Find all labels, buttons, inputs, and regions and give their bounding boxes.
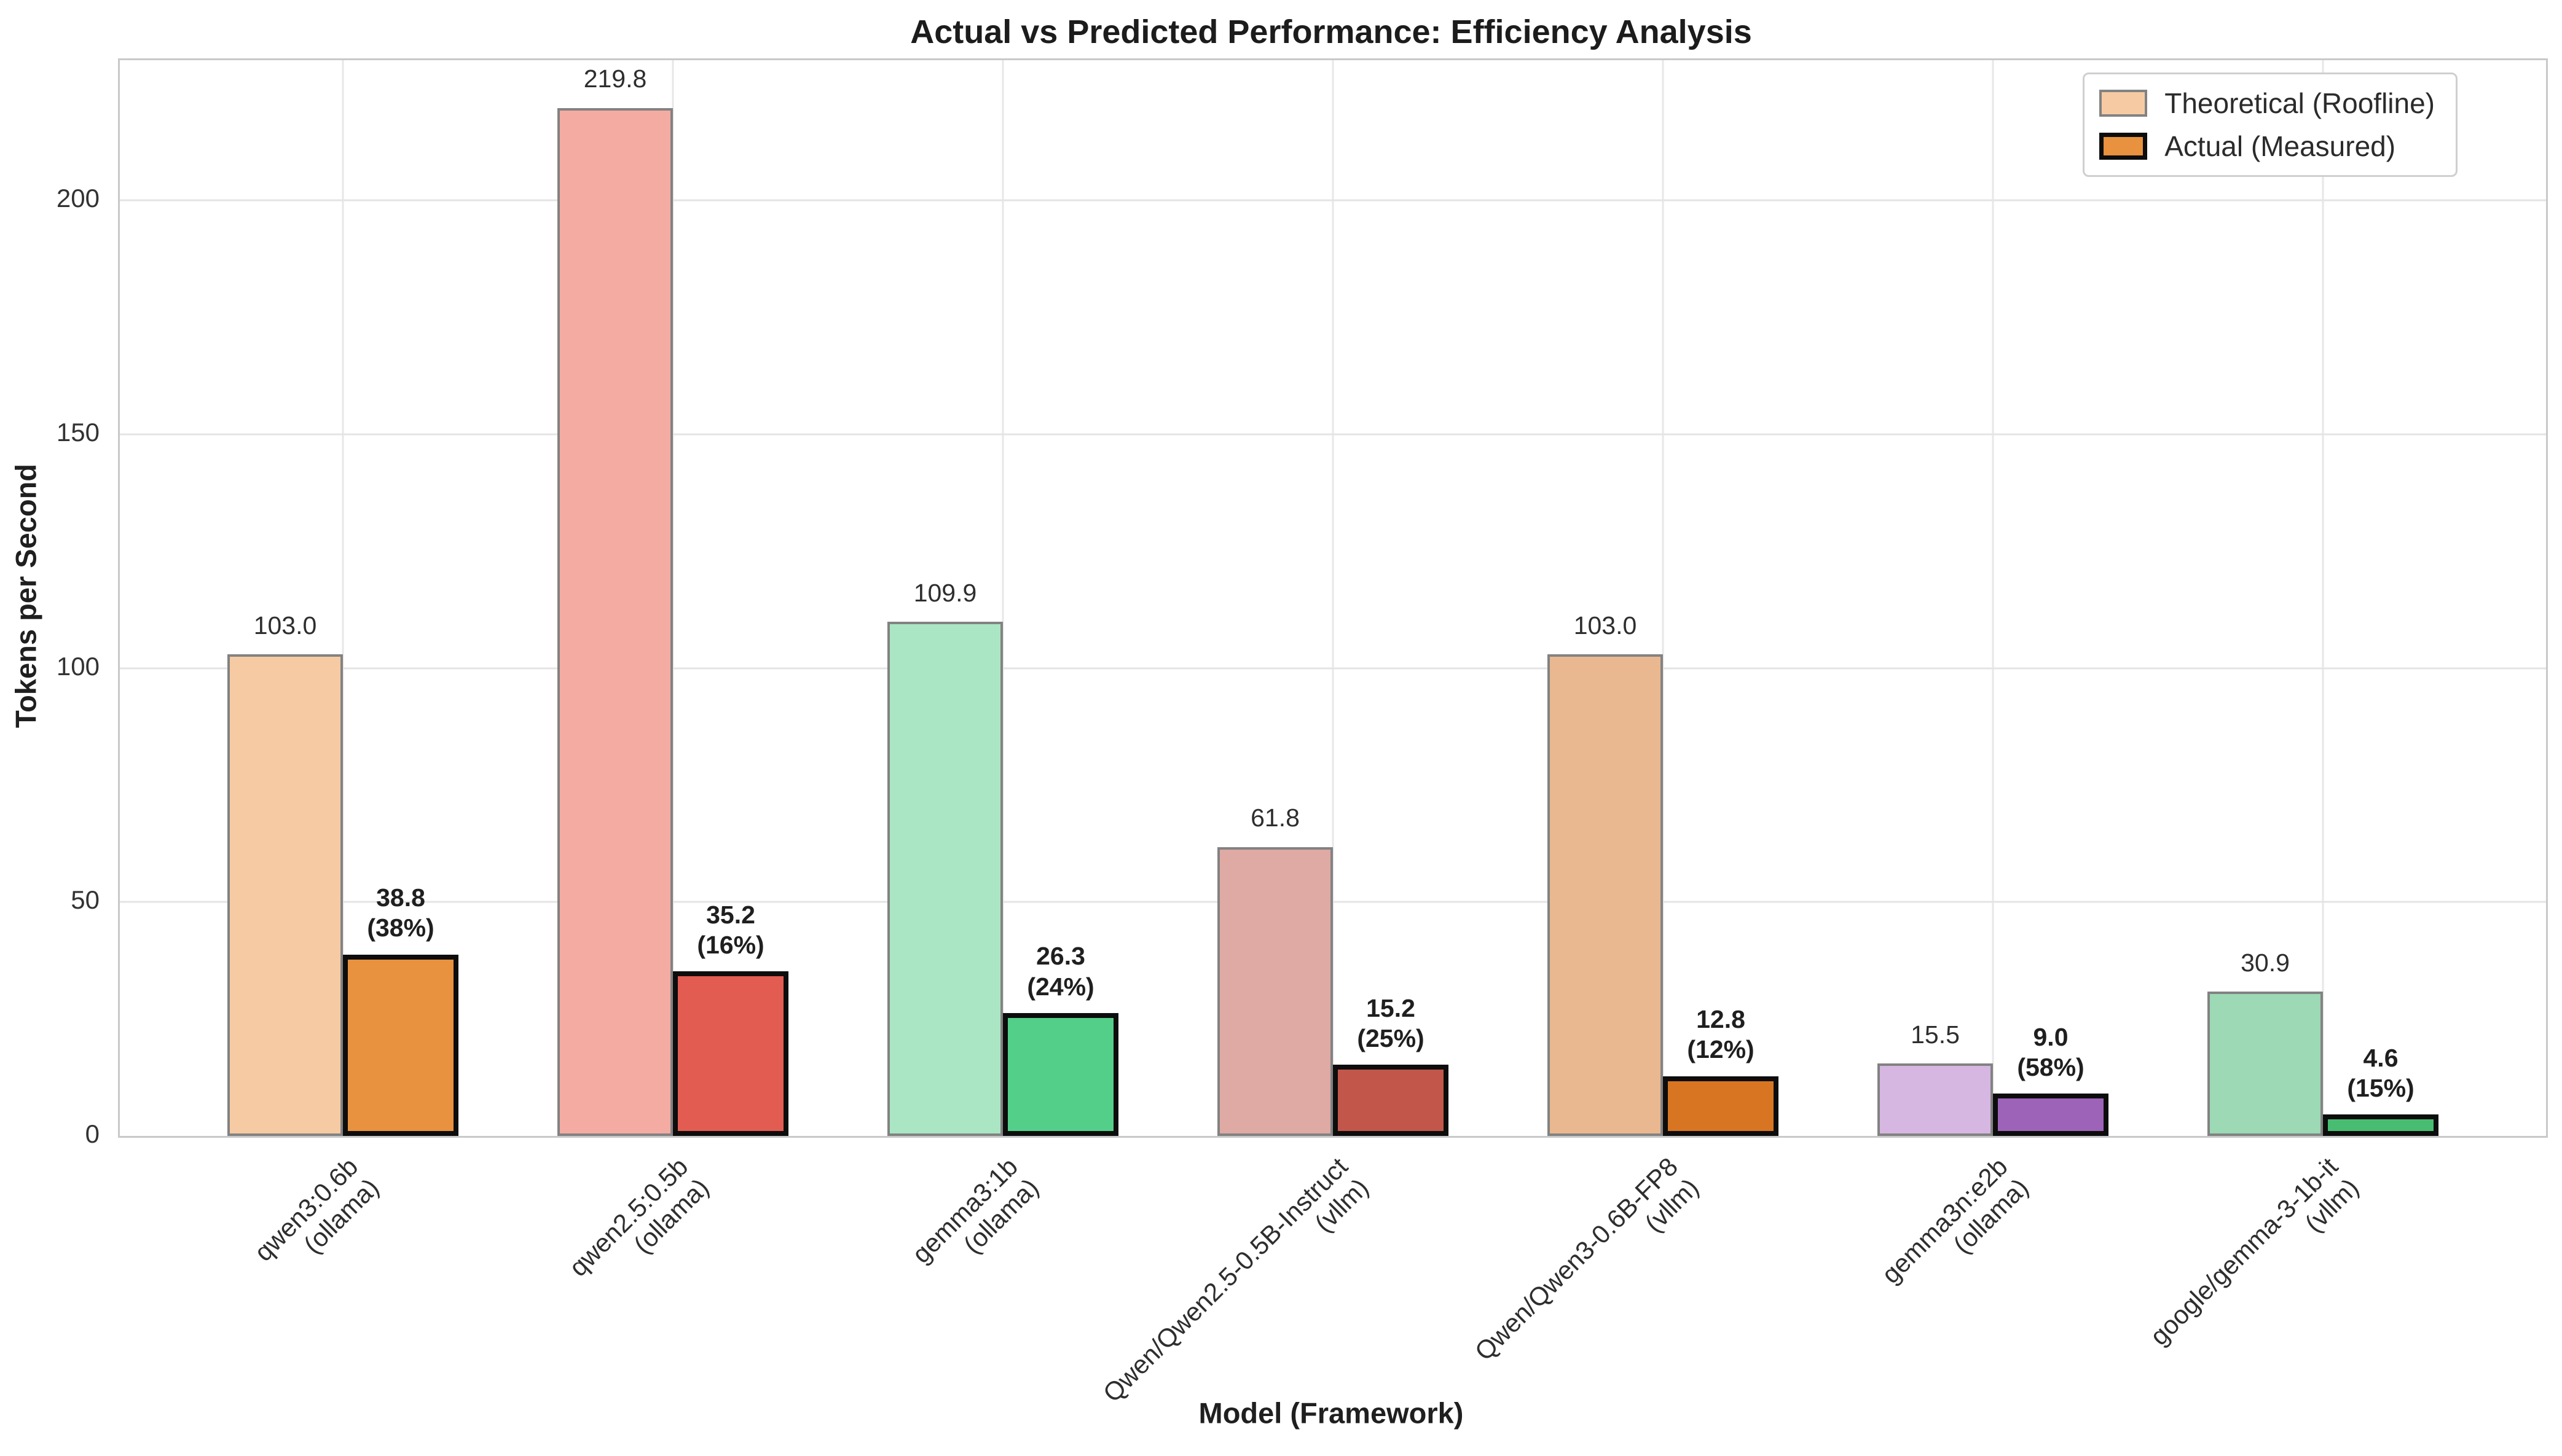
x-tick-label-1: qwen2.5:0.5b (ollama) [563,1152,715,1282]
gridline-y-150 [120,433,2546,436]
bar-theoretical-0 [227,654,343,1136]
y-tick-50: 50 [71,885,100,915]
gridline-x-4 [1662,60,1664,1136]
bar-actual-2 [1003,1012,1118,1136]
y-tick-200: 200 [56,184,100,213]
x-tick-label-0: qwen3:0.6b (ollama) [248,1152,385,1267]
gridline-x-6 [2322,60,2324,1136]
legend-row-actual: Actual (Measured) [2099,130,2435,163]
label-theoretical-6: 30.9 [2241,948,2290,977]
y-axis-ticks: 0 50 100 150 200 [0,58,100,1148]
label-actual-3: 15.2 (25%) [1357,993,1424,1053]
bar-actual-3 [1333,1065,1448,1136]
y-axis-label: Tokens per Second [9,463,42,729]
gridline-x-5 [1992,60,1994,1136]
y-tick-150: 150 [56,418,100,447]
bar-actual-0 [343,954,458,1136]
bar-theoretical-6 [2207,991,2323,1136]
x-tick-label-5: gemma3n:e2b (ollama) [1876,1152,2035,1290]
bar-actual-5 [1993,1094,2108,1136]
label-actual-0: 38.8 (38%) [367,883,434,942]
label-theoretical-5: 15.5 [1911,1020,1960,1049]
bar-actual-4 [1663,1076,1778,1136]
plot-area: Theoretical (Roofline) Actual (Measured)… [118,58,2548,1407]
x-tick-label-6: google/gemma-3-1b-it (vllm) [2144,1152,2365,1351]
bar-actual-6 [2323,1114,2438,1136]
label-theoretical-4: 103.0 [1573,611,1637,640]
bar-theoretical-4 [1547,654,1663,1136]
x-tick-label-2: gemma3:1b (ollama) [906,1152,1045,1269]
gridline-y-50 [120,901,2546,903]
gridline-x-2 [1002,60,1004,1136]
gridline-y-100 [120,667,2546,670]
legend: Theoretical (Roofline) Actual (Measured) [2083,72,2458,177]
gridline-x-0 [342,60,344,1136]
legend-label-theoretical: Theoretical (Roofline) [2164,87,2435,119]
label-theoretical-0: 103.0 [253,611,317,640]
legend-swatch-theoretical [2099,90,2148,117]
label-actual-6: 4.6 (15%) [2347,1043,2415,1102]
y-tick-0: 0 [85,1119,100,1148]
label-actual-1: 35.2 (16%) [697,900,764,959]
legend-row-theoretical: Theoretical (Roofline) [2099,87,2435,120]
bar-theoretical-3 [1217,847,1333,1136]
label-actual-2: 26.3 (24%) [1027,942,1094,1001]
label-theoretical-2: 109.9 [913,579,977,608]
gridline-x-3 [1332,60,1334,1136]
gridline-y-200 [120,199,2546,202]
x-tick-label-3: Qwen/Qwen2.5-0.5B-Instruct (vllm) [1098,1152,1375,1408]
gridline-x-1 [672,60,674,1136]
x-tick-label-4: Qwen/Qwen3-0.6B-FP8 (vllm) [1469,1152,1705,1366]
x-axis-label: Model (Framework) [1198,1396,1464,1430]
label-theoretical-3: 61.8 [1251,804,1300,832]
bar-theoretical-2 [887,622,1003,1136]
label-theoretical-1: 219.8 [583,65,647,93]
y-tick-100: 100 [56,651,100,681]
label-actual-4: 12.8 (12%) [1687,1005,1754,1064]
legend-label-actual: Actual (Measured) [2164,130,2396,162]
chart-title: Actual vs Predicted Performance: Efficie… [910,14,1752,50]
bar-actual-1 [673,971,788,1136]
legend-swatch-actual [2099,133,2148,160]
bar-theoretical-5 [1877,1063,1993,1136]
label-actual-5: 9.0 (58%) [2017,1023,2085,1082]
bar-theoretical-1 [557,108,673,1136]
